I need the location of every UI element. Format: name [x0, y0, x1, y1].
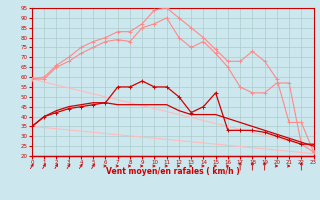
X-axis label: Vent moyen/en rafales ( km/h ): Vent moyen/en rafales ( km/h )	[106, 167, 240, 176]
